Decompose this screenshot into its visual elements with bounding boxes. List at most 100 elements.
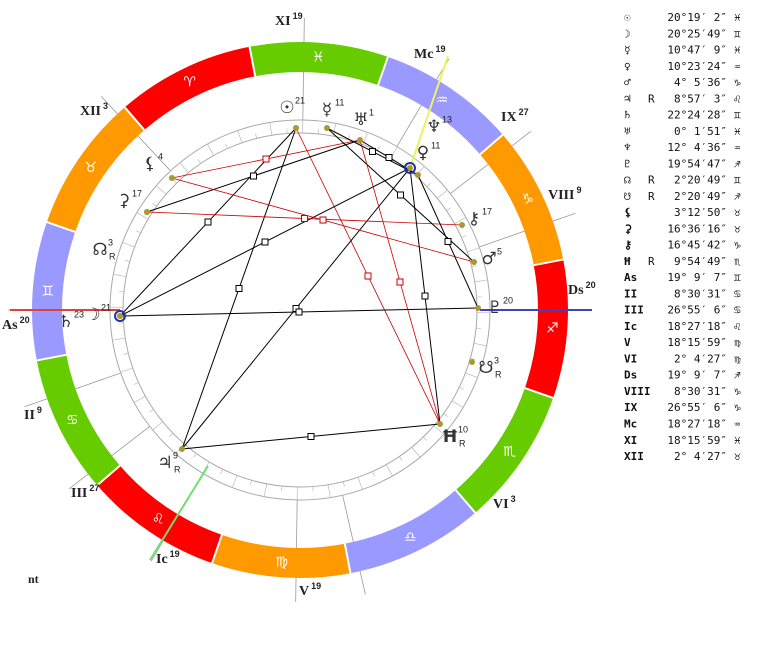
row-sign: ♉ [734,222,741,235]
degree-tick [357,477,363,490]
row-symbol: ♃ [624,92,631,105]
planet-glyph: ♄ [58,312,73,332]
house-label: II 9 [24,405,42,423]
degree-tick [255,133,258,139]
planet-glyph: ☊ [92,240,107,260]
house-label: IX 27 [501,107,529,125]
degree-tick [124,259,130,262]
row-position: 2° 4′27″ [674,352,727,365]
row-symbol: Ds [624,369,637,382]
sign-glyph: ♏ [503,444,516,460]
row-sign: ♊ [734,271,741,284]
row-position: 9°54′49″ [674,255,727,268]
planet-retro: R [459,438,466,448]
aspect-marker [397,191,404,199]
degree-tick [465,372,478,378]
planet-glyph: ⚷ [468,209,480,229]
row-sign: ♉ [734,206,741,219]
planet-retro: R [109,251,116,261]
degree-tick [426,182,431,187]
row-position: 19°54′47″ [667,157,727,170]
degree-tick [220,469,224,474]
row-symbol: ☉ [624,11,631,24]
degree-tick [249,480,252,486]
aspect-marker [307,433,315,440]
row-sign: ♋ [734,304,741,317]
degree-tick [133,395,146,403]
sign-segment [124,46,256,131]
house-label: Ic 19 [156,549,180,567]
degree-tick [471,265,477,268]
house-numeral: Ds [568,283,584,298]
row-sign: ♌ [734,92,741,105]
degree-tick [443,413,448,417]
highlight-ring [114,310,126,322]
house-label: III 27 [71,483,99,501]
row-retro: R [648,92,655,105]
row-position: 8°30′31″ [674,385,727,398]
sign-divider [123,106,146,131]
house-degree: 3 [511,494,516,504]
row-sign: ♐ [734,369,741,382]
row-position: 18°27′18″ [667,418,727,431]
degree-tick [136,212,149,220]
sign-divider [377,56,389,86]
row-sign: ♌ [734,320,741,333]
house-degree: 27 [519,107,529,117]
planet-degree: 1 [369,107,374,117]
house-numeral: II [24,408,35,423]
sign-glyph: ♎ [404,530,417,546]
aspect-marker [421,292,429,300]
degree-tick [470,358,476,361]
sign-divider [454,489,477,514]
row-position: 8°30′31″ [674,287,727,300]
row-sign: ♊ [734,27,741,40]
row-position: 0° 1′51″ [674,125,727,138]
house-degree: 19 [293,11,303,21]
house-label: Ds 20 [568,280,596,298]
row-sign: ♊ [734,109,741,122]
row-sign: ♑ [734,239,741,252]
row-symbol: As [624,271,637,284]
row-sign: ♊ [734,174,741,187]
row-symbol: ♀ [624,60,631,73]
row-sign: ♍ [734,336,741,349]
sign-divider [343,543,352,574]
row-position: 4° 5′36″ [674,76,727,89]
degree-tick [317,128,319,134]
row-position: 26°55′ 6″ [667,401,727,414]
degree-tick [454,217,467,225]
degree-tick [179,162,189,173]
planet-dot [475,305,481,311]
planet-dot [179,446,185,452]
degree-tick [118,291,124,293]
sign-divider [211,534,223,564]
degree-tick [461,235,467,238]
house-degree: 19 [170,549,180,559]
planet-degree: 13 [442,114,452,124]
sign-segment [455,387,554,513]
house-label: XII 3 [80,101,108,119]
row-retro: R [648,190,655,203]
row-position: 22°24′28″ [667,109,727,122]
row-sign: ♑ [734,401,741,414]
sign-segment [32,222,76,361]
sign-divider [479,133,504,156]
degree-tick [149,409,154,413]
degree-tick [133,382,139,385]
row-symbol: ♇ [624,157,631,170]
row-symbol: Ħ [624,255,631,268]
planet-glyph: ♇ [487,298,502,318]
row-sign: ♒ [734,141,741,154]
row-position: 12° 4′36″ [667,141,727,154]
row-symbol: Mc [624,418,637,431]
planet-degree: 17 [482,206,492,216]
planet-dot [357,137,363,143]
sign-divider [46,221,76,233]
row-symbol: V [624,336,631,349]
sign-glyph: ♐ [546,320,559,336]
planet-degree: 3 [494,355,499,365]
row-sign: ♋ [734,287,741,300]
row-sign: ♐ [734,190,741,203]
